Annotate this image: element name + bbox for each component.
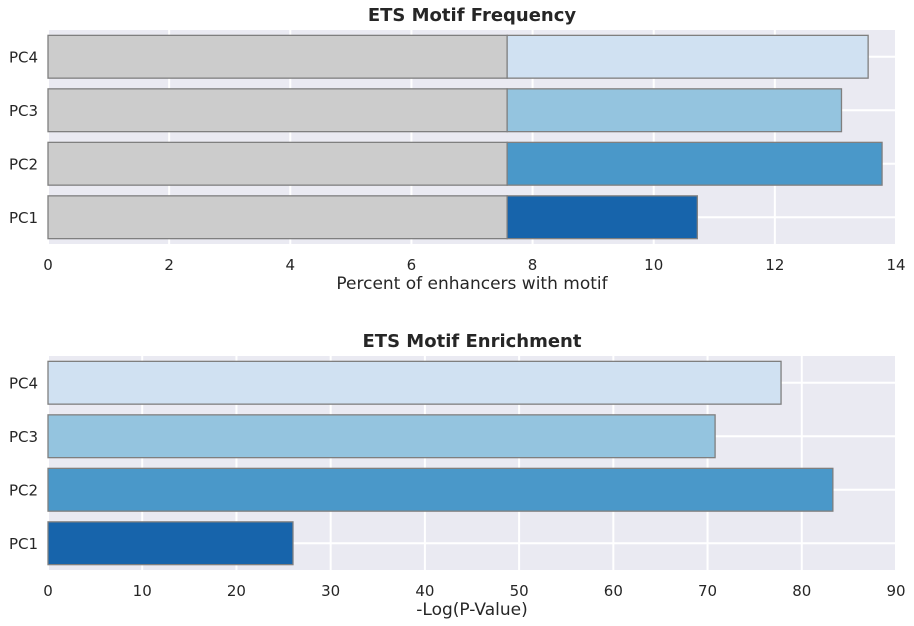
y-tick-label: PC2 [9,481,38,499]
chart-title: ETS Motif Frequency [368,5,577,26]
x-tick-label: 0 [43,582,53,600]
bar-pc2 [47,467,834,512]
x-tick-label: 10 [644,256,663,274]
bar-pc1 [47,521,294,566]
y-tick-label: PC4 [9,374,38,392]
x-tick-label: 4 [286,256,296,274]
enrichment-chart: PC1 PC2 PC3 PC4 0 10 20 30 40 50 60 70 80 90 ETS Motif… [9,331,906,620]
x-axis-label: Percent of enhancers with motif [336,274,608,294]
y-tick-label: PC4 [9,48,38,66]
x-tick-label: 30 [321,582,340,600]
bar-pc3-segment-2 [506,88,843,133]
x-tick-label: 8 [528,256,538,274]
frequency-chart: PC1 PC2 PC3 PC4 0 2 4 6 8 10 12 14 ETS Motif Frequen… [9,5,906,294]
y-tick-label: PC1 [9,535,38,553]
x-axis-label: -Log(P-Value) [416,600,527,620]
bar-pc4-segment-2 [506,34,869,79]
bar-pc3 [47,414,716,459]
chart-title: ETS Motif Enrichment [363,331,582,352]
y-tick-label: PC3 [9,102,38,120]
x-tick-label: 80 [792,582,811,600]
x-tick-label: 90 [886,582,905,600]
x-tick-label: 10 [133,582,152,600]
x-tick-label: 0 [43,256,53,274]
y-tick-label: PC3 [9,428,38,446]
y-tick-label: PC2 [9,155,38,173]
x-tick-label: 60 [604,582,623,600]
bar-pc2-segment-2 [506,141,883,186]
bar-pc1-segment-1 [47,195,508,240]
bar-pc3-segment-1 [47,88,508,133]
bar-pc2-segment-1 [47,141,508,186]
bar-pc4-segment-1 [47,34,508,79]
x-tick-label: 14 [886,256,905,274]
bar-pc1-segment-2 [506,195,698,240]
x-tick-label: 40 [415,582,434,600]
x-tick-label: 6 [407,256,417,274]
bar-pc4 [47,360,782,405]
x-tick-label: 2 [164,256,174,274]
x-tick-label: 12 [765,256,784,274]
y-tick-label: PC1 [9,209,38,227]
x-tick-label: 70 [698,582,717,600]
x-tick-label: 20 [227,582,246,600]
x-tick-label: 50 [510,582,529,600]
